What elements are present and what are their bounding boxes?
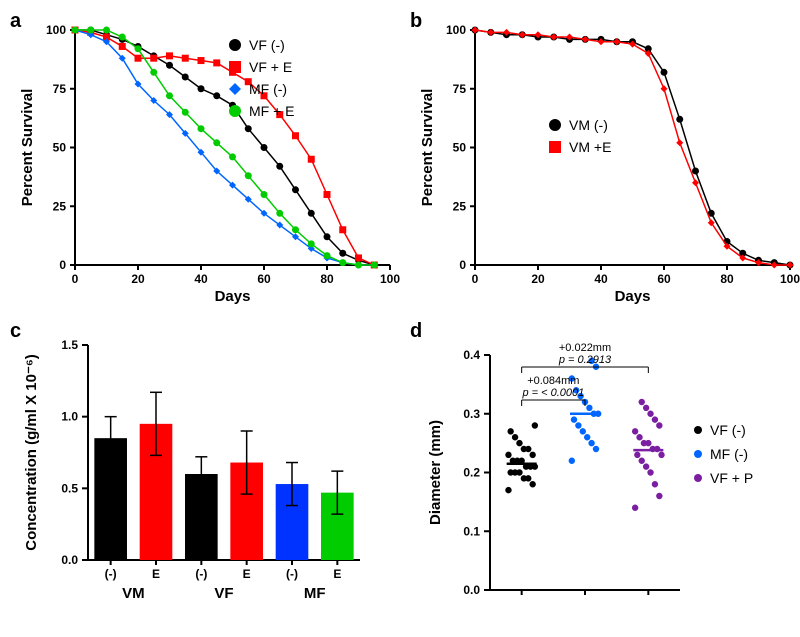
panel-c-chart: 0.0 0.5 1.0 1.5 Concentration (g/ml X 10⁻⁶) (… (10, 320, 400, 630)
svg-text:(-): (-) (105, 567, 117, 581)
svg-text:0: 0 (472, 272, 479, 286)
panel-c: c 0.0 0.5 1.0 1.5 Concentration (g/ml X 10⁻⁶… (10, 320, 400, 630)
svg-text:75: 75 (53, 82, 67, 96)
panel-a-chart: 0 20 40 60 80 100 0 25 50 75 100 Days Percent Surviv… (10, 10, 400, 310)
svg-text:40: 40 (194, 272, 208, 286)
svg-text:VF: VF (214, 585, 233, 602)
svg-text:E: E (152, 567, 160, 581)
svg-text:MF + E: MF + E (249, 103, 295, 119)
svg-text:1.5: 1.5 (61, 338, 78, 352)
svg-text:80: 80 (320, 272, 334, 286)
svg-text:Days: Days (615, 288, 651, 305)
svg-text:VF + P: VF + P (710, 470, 753, 486)
svg-text:VF + E: VF + E (249, 59, 292, 75)
svg-text:0.2: 0.2 (463, 466, 480, 480)
svg-text:MF (-): MF (-) (710, 446, 748, 462)
svg-text:VF (-): VF (-) (710, 422, 746, 438)
svg-text:Days: Days (215, 288, 251, 305)
svg-text:50: 50 (53, 141, 67, 155)
svg-text:E: E (333, 567, 341, 581)
svg-text:60: 60 (657, 272, 671, 286)
panel-d-chart: 0.00.10.20.30.4Diameter (mm)+0.084mmp = … (410, 320, 800, 630)
svg-text:80: 80 (720, 272, 734, 286)
panel-b-chart: 0 20 40 60 80 100 0 25 50 75 100 Days Percent Surviv… (410, 10, 800, 310)
svg-text:VM +E: VM +E (569, 139, 611, 155)
svg-text:p = 0.2913: p = 0.2913 (558, 354, 612, 366)
svg-text:75: 75 (453, 82, 467, 96)
svg-text:Concentration (g/ml X 10⁻⁶): Concentration (g/ml X 10⁻⁶) (23, 354, 40, 551)
svg-text:60: 60 (257, 272, 271, 286)
svg-text:50: 50 (453, 141, 467, 155)
svg-text:p = < 0.0001: p = < 0.0001 (521, 387, 584, 399)
svg-text:0: 0 (59, 258, 66, 272)
svg-text:VM (-): VM (-) (569, 117, 608, 133)
svg-text:+0.084mm: +0.084mm (527, 375, 579, 387)
svg-text:100: 100 (380, 272, 400, 286)
svg-text:Diameter (mm): Diameter (mm) (427, 420, 444, 525)
svg-text:0: 0 (72, 272, 79, 286)
svg-text:(-): (-) (195, 567, 207, 581)
svg-text:100: 100 (446, 23, 466, 37)
svg-text:25: 25 (453, 199, 467, 213)
svg-text:VF (-): VF (-) (249, 37, 285, 53)
panel-a: a 0 20 40 60 80 100 0 25 50 75 100 Days Percent Surv… (10, 10, 400, 310)
svg-text:Percent Survival: Percent Survival (419, 89, 436, 207)
panel-d: d 0.00.10.20.30.4Diameter (mm)+0.084mmp … (410, 320, 800, 630)
svg-text:MF: MF (304, 585, 326, 602)
svg-text:(-): (-) (286, 567, 298, 581)
svg-text:0.5: 0.5 (61, 481, 78, 495)
svg-text:100: 100 (780, 272, 800, 286)
svg-text:0.0: 0.0 (61, 553, 78, 567)
svg-text:20: 20 (131, 272, 145, 286)
svg-text:0.0: 0.0 (463, 583, 480, 597)
svg-text:E: E (243, 567, 251, 581)
panel-a-label: a (10, 10, 21, 33)
svg-text:0: 0 (459, 258, 466, 272)
svg-text:0.3: 0.3 (463, 407, 480, 421)
panel-d-label: d (410, 320, 422, 343)
svg-text:40: 40 (594, 272, 608, 286)
svg-text:0.4: 0.4 (463, 348, 480, 362)
svg-text:0.1: 0.1 (463, 524, 480, 538)
svg-text:100: 100 (46, 23, 66, 37)
svg-text:VM: VM (122, 585, 145, 602)
svg-text:1.0: 1.0 (61, 410, 78, 424)
svg-text:20: 20 (531, 272, 545, 286)
svg-text:MF (-): MF (-) (249, 81, 287, 97)
panel-b: b 0 20 40 60 80 100 0 25 50 75 100 Days Percent Surv… (410, 10, 800, 310)
svg-text:Percent Survival: Percent Survival (19, 89, 36, 207)
svg-text:+0.022mm: +0.022mm (559, 342, 611, 354)
panel-b-label: b (410, 10, 422, 33)
panel-c-label: c (10, 320, 21, 343)
svg-text:25: 25 (53, 199, 67, 213)
